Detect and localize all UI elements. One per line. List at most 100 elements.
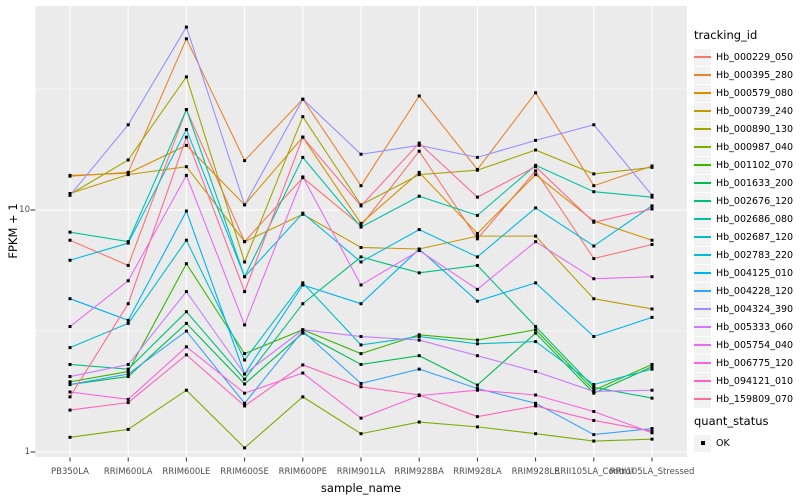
legend-item-label: Hb_000890_130 <box>716 123 794 135</box>
legend-item-Hb_094121_010: Hb_094121_010 <box>694 372 798 390</box>
data-point <box>534 401 538 405</box>
legend-key <box>694 372 711 390</box>
data-point <box>126 263 130 267</box>
data-point <box>475 255 479 259</box>
data-point <box>650 365 654 369</box>
legend-key <box>694 84 711 102</box>
data-point <box>534 432 538 436</box>
series-color-line-icon <box>694 92 711 94</box>
data-point <box>534 331 538 335</box>
data-point <box>359 343 363 347</box>
data-point <box>417 94 421 98</box>
legend-item-label: Hb_159809_070 <box>716 393 794 405</box>
data-point <box>359 152 363 156</box>
data-point <box>359 221 363 225</box>
x-tick-label: RRIM928LA <box>453 467 502 477</box>
legend-item-Hb_159809_070: Hb_159809_070 <box>694 390 798 408</box>
data-point <box>359 255 363 259</box>
legend: tracking_id Hb_000229_050 Hb_000395_280 Hb… <box>694 28 798 452</box>
data-point <box>243 401 247 405</box>
legend-key <box>694 174 711 192</box>
data-point <box>184 353 188 357</box>
data-point <box>592 391 596 395</box>
legend-key <box>694 192 711 210</box>
legend-item-Hb_000229_050: Hb_000229_050 <box>694 48 798 66</box>
legend-item-label: Hb_004125_010 <box>716 267 794 279</box>
data-point <box>417 420 421 424</box>
legend-key <box>694 246 711 264</box>
data-point <box>475 195 479 199</box>
data-point <box>126 123 130 127</box>
data-point <box>184 345 188 349</box>
data-point <box>592 433 596 437</box>
data-point <box>534 240 538 244</box>
legend-item-quant-ok: OK <box>694 434 798 452</box>
legend-item-label: Hb_005333_060 <box>716 321 794 333</box>
data-point <box>359 416 363 420</box>
data-point <box>475 338 479 342</box>
quant-ok-label: OK <box>716 437 730 449</box>
data-point <box>359 283 363 287</box>
data-point <box>417 173 421 177</box>
data-point <box>126 158 130 162</box>
data-point <box>534 325 538 329</box>
data-point <box>650 195 654 199</box>
data-point <box>126 241 130 245</box>
data-point <box>417 194 421 198</box>
legend-item-Hb_002687_120: Hb_002687_120 <box>694 228 798 246</box>
data-point <box>184 143 188 147</box>
x-tick-label: RRIM600LA <box>103 467 153 477</box>
data-point <box>126 318 130 322</box>
series-color-line-icon <box>694 56 711 58</box>
data-point <box>243 372 247 376</box>
legend-key <box>694 318 711 336</box>
legend-item-label: Hb_002783_220 <box>716 249 794 261</box>
data-point <box>592 184 596 188</box>
data-point <box>534 393 538 397</box>
legend-item-Hb_000579_080: Hb_000579_080 <box>694 84 798 102</box>
legend-key <box>694 66 711 84</box>
legend-key <box>694 300 711 318</box>
data-point <box>243 203 247 207</box>
data-point <box>417 141 421 145</box>
data-point <box>417 333 421 337</box>
series-color-line-icon <box>694 200 711 202</box>
series-color-line-icon <box>694 272 711 274</box>
data-point <box>475 299 479 303</box>
data-point <box>592 418 596 422</box>
data-point <box>359 432 363 436</box>
series-color-line-icon <box>694 164 711 166</box>
data-point <box>475 234 479 238</box>
series-color-line-icon <box>694 308 711 310</box>
legend-key <box>694 138 711 156</box>
legend-item-label: Hb_000229_050 <box>716 51 794 63</box>
data-point <box>243 159 247 163</box>
x-tick-label: RRIM600LE <box>162 467 211 477</box>
data-point <box>534 148 538 152</box>
legend-item-label: Hb_002686_080 <box>716 213 794 225</box>
data-point <box>650 275 654 279</box>
series-color-line-icon <box>694 344 711 346</box>
data-point <box>650 396 654 400</box>
data-point <box>417 228 421 232</box>
series-color-line-icon <box>694 326 711 328</box>
legend-key <box>694 282 711 300</box>
data-point <box>184 262 188 266</box>
data-point <box>184 238 188 242</box>
data-point <box>68 346 72 350</box>
data-point <box>650 429 654 433</box>
data-point <box>126 279 130 283</box>
data-point <box>243 382 247 386</box>
data-point <box>243 323 247 327</box>
data-point <box>68 173 72 177</box>
data-point <box>534 173 538 177</box>
data-point <box>243 446 247 450</box>
data-point <box>243 352 247 356</box>
data-point <box>534 138 538 142</box>
data-point <box>650 307 654 311</box>
legend-key <box>694 120 711 138</box>
data-point <box>534 328 538 332</box>
data-point <box>301 211 305 215</box>
data-point <box>68 193 72 197</box>
data-point <box>68 375 72 379</box>
